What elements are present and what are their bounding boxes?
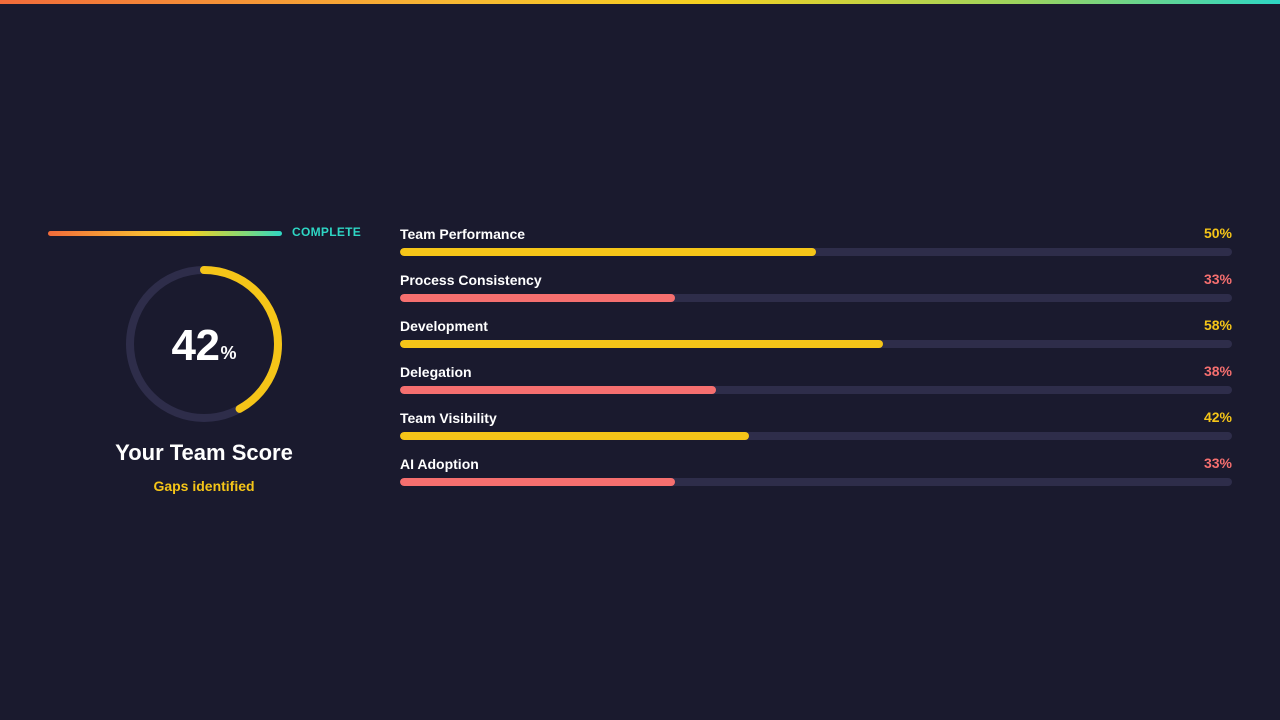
metric-label: Process Consistency [400, 272, 542, 288]
metric-label: AI Adoption [400, 456, 479, 472]
score-ring-arc [126, 266, 282, 422]
score-unit: % [220, 342, 237, 363]
metric-item: Team Performance 50% [400, 224, 1232, 270]
progress-indicator: COMPLETE [48, 224, 362, 242]
metric-item: AI Adoption 33% [400, 454, 1232, 500]
metric-label: Development [400, 318, 488, 334]
score-ring: 42 % [124, 264, 284, 424]
metric-item: Team Visibility 42% [400, 408, 1232, 454]
score-number: 42 [171, 321, 220, 370]
metric-label: Delegation [400, 364, 472, 380]
metric-bar-track [400, 340, 1232, 348]
top-gradient-strip [0, 0, 1280, 4]
score-subtitle: Gaps identified [153, 478, 255, 494]
score-value: 42 % [124, 264, 284, 424]
score-panel: COMPLETE 42 % Your Team Score Gaps ident… [48, 224, 362, 504]
metric-value: 58% [1203, 317, 1232, 333]
metric-bar-track [400, 248, 1232, 256]
progress-status-label: COMPLETE [292, 225, 362, 239]
metric-bar-fill [400, 294, 675, 302]
metric-bar-track [400, 432, 1232, 440]
metric-value: 50% [1203, 225, 1232, 241]
metric-bar-fill [400, 386, 717, 394]
score-title: Your Team Score [115, 440, 293, 465]
progress-bar [48, 231, 282, 236]
metric-item: Delegation 38% [400, 362, 1232, 408]
metrics-list: Team Performance 50% Process Consistency… [400, 224, 1232, 500]
metric-value: 33% [1203, 271, 1232, 287]
score-ring-graphic [126, 266, 282, 422]
metric-value: 33% [1203, 455, 1232, 471]
metric-item: Process Consistency 33% [400, 270, 1232, 316]
metric-bar-track [400, 386, 1232, 394]
metric-value: 42% [1203, 409, 1232, 425]
metric-value: 38% [1203, 363, 1232, 379]
metric-bar-fill [400, 248, 816, 256]
metric-bar-fill [400, 478, 675, 486]
metric-bar-fill [400, 432, 750, 440]
metric-bar-fill [400, 340, 883, 348]
metric-label: Team Visibility [400, 410, 497, 426]
metric-bar-track [400, 294, 1232, 302]
metric-label: Team Performance [400, 226, 526, 242]
metric-item: Development 58% [400, 316, 1232, 362]
metric-bar-track [400, 478, 1232, 486]
